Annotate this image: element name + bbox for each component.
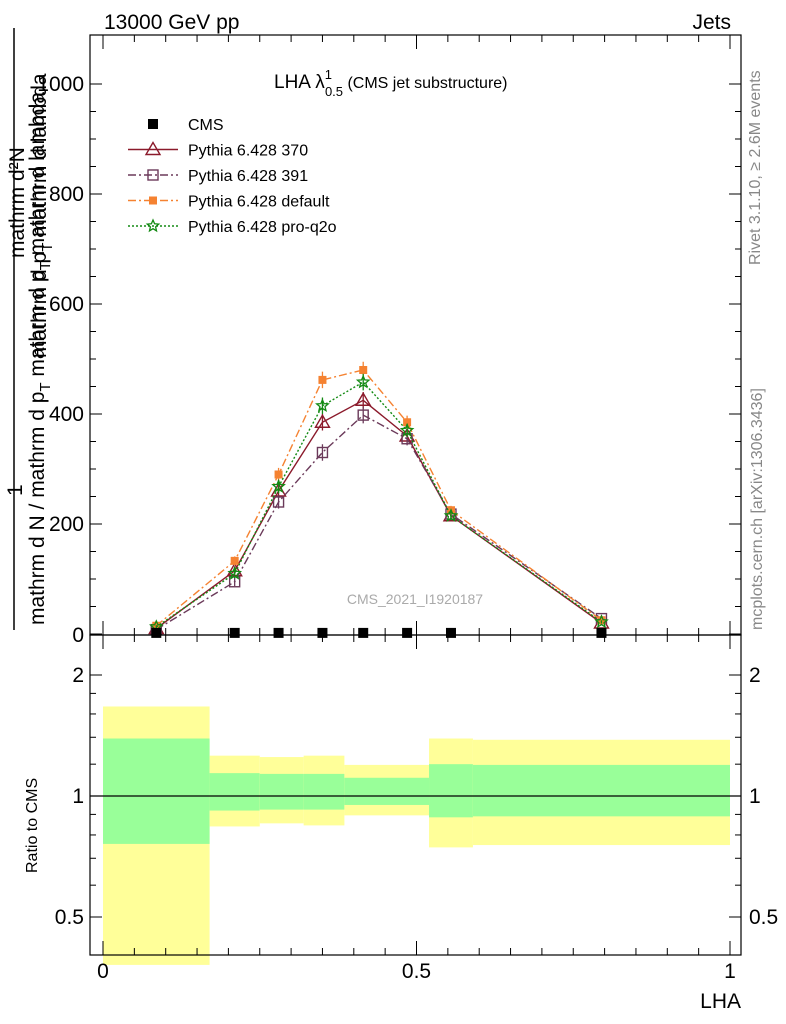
marker-star: [227, 565, 243, 580]
ylabel-denominator: mathrm d N / mathrm d pT mathrm d pT mat…: [26, 92, 54, 625]
legend-entry: CMS: [148, 117, 224, 134]
rivet-label: Rivet 3.1.10, ≥ 2.6M events: [747, 70, 764, 265]
marker-open-square: [272, 496, 285, 508]
ratio-xtick-label: 1: [724, 960, 736, 983]
series-line: [155, 414, 602, 631]
y-axis-label-ratio: Ratio to CMS: [24, 778, 41, 873]
ratio-ytick-label-left: 2: [72, 664, 84, 687]
legend-entry: Pythia 6.428 pro-q2o: [128, 218, 337, 236]
ratio-band-inner: [429, 764, 473, 818]
ratio-band-inner: [103, 738, 210, 844]
plot-title: LHA λ1 0.5 (CMS jet substructure): [274, 67, 508, 99]
ylabel-line1: mathrm d²N: [6, 147, 29, 258]
marker-filled-square: [230, 556, 239, 565]
x-axis-label: LHA: [700, 990, 741, 1013]
marker-filled-square: [403, 418, 412, 427]
y-axis-label-top: mathrm d²N mathrm d pT mathrm d lambda 1…: [4, 28, 56, 630]
series-cms: [151, 627, 607, 638]
main-ytick-label: 400: [49, 403, 84, 426]
ratio-ytick-label-right: 1: [749, 785, 761, 808]
ylabel-line2: mathrm d pT mathrm d lambda: [28, 73, 56, 358]
watermark: CMS_2021_I1920187: [347, 591, 483, 607]
marker-square: [596, 627, 607, 638]
legend-entry: Pythia 6.428 370: [128, 141, 308, 160]
ratio-ytick-label-left: 1: [72, 785, 84, 808]
marker-star: [443, 508, 459, 522]
series-layer: [148, 361, 610, 638]
marker-star: [271, 478, 286, 493]
marker-filled-square: [149, 196, 157, 205]
ratio-xtick-label: 0: [97, 960, 109, 983]
series-pythia-6-428-default: [152, 361, 606, 630]
marker-filled-square: [318, 375, 327, 384]
series-line: [155, 381, 602, 628]
ratio-ytick-label-right: 0.5: [749, 906, 778, 929]
legend-label: Pythia 6.428 pro-q2o: [188, 219, 337, 236]
ratio-band-inner: [344, 777, 430, 805]
main-ytick-label: 600: [49, 293, 84, 316]
marker-square: [148, 119, 158, 129]
marker-filled-square: [274, 470, 283, 479]
marker-square: [445, 627, 456, 638]
marker-star: [594, 614, 609, 629]
ylabel-one: 1: [4, 484, 27, 496]
main-ytick-label: 200: [49, 513, 84, 536]
ratio-frame: [89, 634, 742, 956]
marker-star: [145, 218, 161, 233]
marker-square: [402, 627, 413, 638]
legend-label: Pythia 6.428 370: [188, 143, 308, 160]
marker-square: [229, 627, 240, 638]
ratio-band-inner: [303, 773, 345, 810]
marker-open-square: [357, 409, 369, 421]
main-ytick-label: 1000: [37, 73, 84, 96]
marker-square: [358, 627, 369, 638]
marker-open-square: [316, 446, 329, 459]
marker-square: [273, 627, 284, 638]
marker-triangle: [442, 507, 460, 522]
main-ytick-label-zero: 0: [72, 624, 84, 647]
marker-square: [151, 627, 162, 638]
mcplots-label: mcplots.cern.ch [arXiv:1306.3436]: [749, 388, 766, 630]
legend-entry: Pythia 6.428 391: [128, 168, 308, 185]
ratio-band-inner: [209, 773, 260, 811]
marker-star: [355, 374, 371, 389]
ratio-ytick-label-right: 2: [749, 664, 761, 687]
ratio-xtick-label: 0.5: [402, 960, 431, 983]
header-right: Jets: [692, 11, 731, 34]
header-left: 13000 GeV pp: [104, 11, 239, 34]
marker-triangle: [144, 141, 162, 156]
legend-entry: Pythia 6.428 default: [128, 194, 330, 211]
marker-star: [315, 398, 330, 413]
axes: 200 400 600 800 1000 0 0 0.5 1 0.5 0.5 1 1 2 2: [37, 34, 778, 983]
ratio-bands: [103, 706, 730, 965]
ratio-band-inner: [259, 773, 304, 810]
legend-label: CMS: [188, 117, 224, 134]
legend-label: Pythia 6.428 391: [188, 168, 308, 185]
marker-triangle: [354, 391, 372, 406]
marker-star: [399, 422, 415, 437]
legend: CMS Pythia 6.428 370 Pythia 6.428 391 Pythi…: [128, 117, 337, 236]
ratio-ytick-label-left: 0.5: [55, 906, 84, 929]
main-ytick-label: 800: [49, 183, 84, 206]
marker-triangle: [314, 413, 331, 428]
marker-filled-square: [359, 366, 368, 374]
legend-label: Pythia 6.428 default: [188, 194, 330, 211]
series-pythia-6-428-pro-q2o: [148, 373, 609, 634]
marker-open-square: [147, 169, 159, 181]
ratio-band-inner: [472, 764, 730, 817]
series-line: [155, 369, 602, 627]
